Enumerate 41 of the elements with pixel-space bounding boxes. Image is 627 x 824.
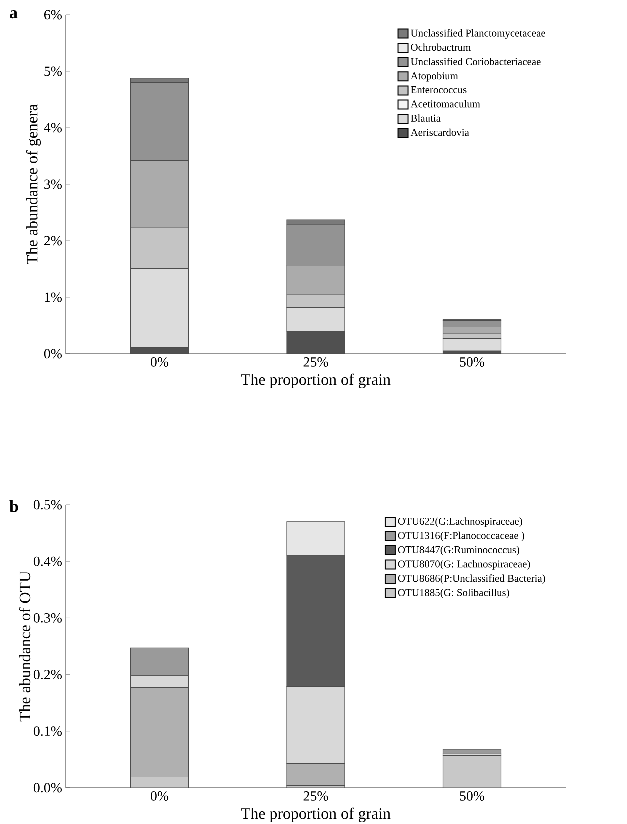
chart-title: b (10, 500, 18, 512)
x-axis-title: The proportion of grain (241, 808, 391, 822)
legend-label: OTU8070(G: Lachnospiraceae) (398, 560, 530, 570)
legend-label: Unclassified Planctomycetaceae (410, 29, 546, 39)
y-tick-label: 3% (44, 180, 62, 190)
y-axis-title: The abundance of OTU (19, 571, 31, 722)
x-tick-label: 50% (460, 358, 485, 367)
y-tick-label: 0.4% (34, 556, 62, 566)
y-axis-title: The abundance of genera (26, 104, 42, 265)
legend-label: OTU8686(P:Unclassified Bacteria) (398, 574, 546, 584)
y-tick-label: 0.2% (34, 670, 62, 680)
y-tick-label: 2% (44, 236, 62, 246)
legend-label: OTU622(G:Lachnospiraceae) (398, 518, 522, 528)
y-tick-label: 5% (44, 66, 62, 76)
bar (442, 338, 502, 352)
x-axis-title: The proportion of grain (241, 374, 391, 388)
bar (442, 755, 502, 788)
legend-label: Acetitomaculum (410, 100, 480, 108)
x-tick-label: 25% (304, 792, 328, 801)
legend-label: Aeriscardovia (410, 128, 470, 136)
legend-label: OTU8447(G:Ruminococcus) (398, 546, 520, 556)
y-tick-label: 0.0% (34, 783, 62, 793)
y-tick-label: 1% (45, 292, 62, 302)
legend-label: Atopobium (410, 72, 458, 82)
legend-label: Enterococcus (411, 86, 467, 94)
y-tick-label: 0.1% (34, 726, 62, 736)
y-tick-label: 0.5% (34, 500, 62, 510)
legend-label: OTU1885(G: Solibacillus) (398, 588, 510, 598)
x-tick-label: 0% (150, 792, 169, 801)
legend-label: OTU1316(F:Planococcaceae ) (398, 532, 524, 542)
y-tick-label: 6% (44, 10, 62, 20)
x-tick-label: 25% (304, 358, 328, 367)
y-tick-label: 0% (44, 349, 62, 359)
legend-label: Ochrobactrum (411, 44, 472, 52)
legend-label: Blautia (411, 114, 441, 122)
y-tick-label: 0.3% (34, 613, 62, 623)
chart-title: a (10, 10, 18, 19)
legend-label: Unclassified Coriobacteriaceae (410, 58, 541, 66)
y-tick-label: 4% (44, 123, 62, 133)
x-tick-label: 50% (460, 792, 485, 801)
x-tick-label: 0% (150, 358, 169, 367)
